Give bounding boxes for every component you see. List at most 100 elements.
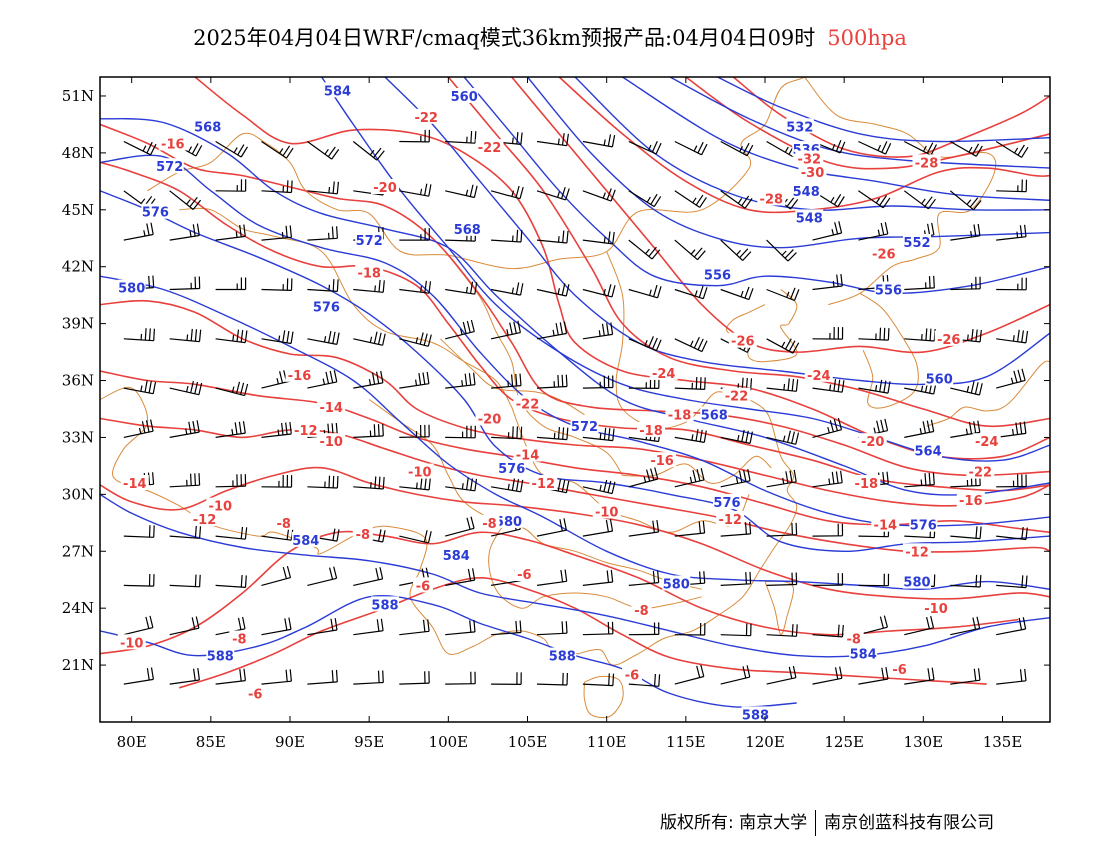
svg-text:568: 568 (194, 120, 221, 135)
wind-barb (123, 380, 157, 395)
height-label: 588 (741, 706, 770, 723)
svg-text:580: 580 (903, 576, 930, 591)
wind-barb (536, 133, 569, 147)
height-label: 552 (903, 234, 931, 251)
wind-barb (445, 425, 476, 439)
wind-barb (720, 468, 751, 488)
svg-text:-6: -6 (892, 663, 906, 678)
temp-label: -8 (229, 630, 250, 648)
temp-label: -26 (934, 330, 963, 348)
svg-text:-24: -24 (975, 435, 999, 450)
wind-barb (123, 667, 154, 685)
wind-barb (766, 287, 800, 302)
temp-label: -12 (529, 475, 558, 492)
svg-text:-20: -20 (861, 435, 885, 450)
wind-barb (812, 523, 844, 537)
wind-barb (996, 277, 1027, 291)
wind-barb (812, 379, 845, 393)
wind-barb (353, 476, 385, 490)
temp-label: -16 (648, 452, 677, 469)
wind-barb (353, 618, 384, 636)
svg-text:-10: -10 (319, 435, 343, 450)
svg-text:588: 588 (742, 708, 769, 723)
temp-label: -10 (317, 433, 346, 450)
wind-barb (536, 518, 567, 537)
wind-barb (582, 134, 616, 148)
temp-label: -10 (117, 634, 146, 651)
wind-barb (720, 286, 754, 301)
svg-text:-22: -22 (414, 111, 438, 126)
wind-barb (445, 184, 478, 199)
wind-barb (996, 329, 1029, 344)
temp-label: -18 (665, 406, 694, 424)
lat-tick-label: 33N (62, 428, 94, 446)
wind-barb (261, 422, 292, 438)
lat-tick-label: 21N (62, 656, 94, 674)
wind-barb (215, 668, 246, 685)
wind-barb (536, 283, 570, 297)
wind-barb (720, 521, 752, 537)
wind-barb (950, 140, 983, 157)
wind-barb (399, 129, 430, 143)
wind-barb (261, 180, 293, 194)
wind-barb (628, 520, 660, 537)
wind-barb (123, 573, 155, 587)
wind-barb (996, 617, 1027, 636)
svg-text:-18: -18 (668, 409, 692, 424)
svg-text:588: 588 (207, 650, 234, 665)
wind-barb (169, 276, 201, 291)
title-text: 2025年04月04日WRF/cmaq模式36km预报产品:04月04日09时 (193, 26, 816, 50)
lat-tick-label: 39N (62, 315, 94, 333)
wind-barb (215, 526, 248, 540)
svg-text:-8: -8 (276, 517, 290, 532)
height-label: 560 (450, 88, 479, 105)
svg-text:572: 572 (356, 234, 383, 249)
temp-label: -12 (291, 421, 320, 439)
temp-label: -8 (631, 602, 652, 619)
wind-barb (628, 140, 662, 155)
svg-text:-20: -20 (373, 181, 397, 196)
lon-tick-label: 120E (745, 733, 785, 751)
wind-barb (445, 281, 478, 295)
temp-contour (685, 77, 1050, 170)
height-label: 568 (453, 220, 482, 238)
border-line (578, 399, 798, 666)
wind-barb (766, 665, 797, 685)
chart-title: 2025年04月04日WRF/cmaq模式36km预报产品:04月04日09时 5… (0, 22, 1100, 52)
wind-barb (674, 622, 706, 636)
wind-barb (399, 371, 430, 389)
wind-barb (399, 228, 430, 241)
wind-barb (399, 332, 432, 347)
svg-text:-14: -14 (874, 519, 898, 534)
temp-contour (100, 530, 1019, 655)
wind-barb (445, 568, 476, 586)
wind-barb (123, 140, 157, 156)
height-label: 584 (442, 547, 471, 564)
wind-barb (996, 421, 1027, 438)
border-line (606, 251, 742, 430)
svg-text:580: 580 (118, 282, 145, 297)
svg-text:-14: -14 (319, 401, 343, 416)
wind-barb (996, 527, 1028, 541)
height-label: 588 (548, 647, 577, 665)
temp-label: -16 (285, 366, 314, 384)
wind-barb (720, 571, 752, 586)
height-contour (463, 77, 1050, 295)
temp-label: -12 (716, 511, 745, 528)
svg-text:-18: -18 (639, 424, 663, 439)
wind-barb (720, 665, 751, 685)
height-contour (622, 77, 1050, 201)
svg-text:584: 584 (292, 534, 319, 549)
wind-barb (169, 616, 200, 636)
svg-text:-6: -6 (517, 568, 531, 583)
temp-label: -24 (972, 433, 1001, 450)
svg-text:-14: -14 (123, 477, 147, 492)
svg-text:580: 580 (495, 515, 522, 530)
temp-label: -14 (317, 399, 346, 416)
height-contour (574, 77, 1050, 211)
wind-barb (812, 221, 843, 241)
temp-label: -24 (649, 364, 678, 382)
temp-label: -26 (728, 332, 757, 350)
wind-barb (491, 620, 522, 636)
